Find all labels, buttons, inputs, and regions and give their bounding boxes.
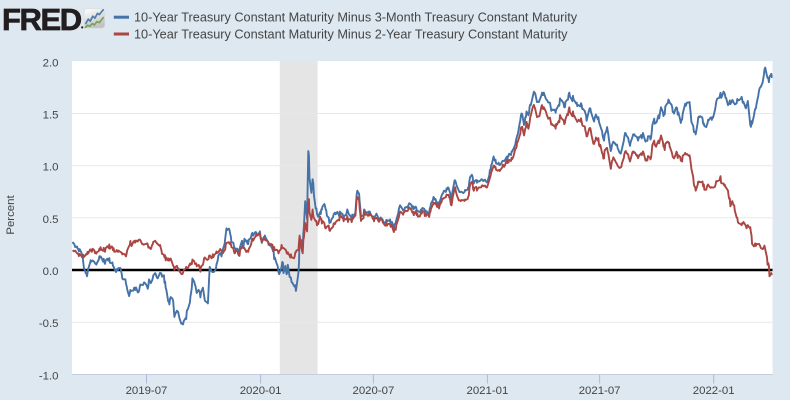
svg-text:0.5: 0.5 xyxy=(43,214,59,226)
svg-text:0.0: 0.0 xyxy=(43,266,59,278)
svg-text:2.0: 2.0 xyxy=(43,57,59,69)
svg-text:2021-07: 2021-07 xyxy=(579,385,621,397)
svg-text:-0.5: -0.5 xyxy=(39,318,59,330)
svg-text:1.5: 1.5 xyxy=(43,110,59,122)
svg-text:2022-01: 2022-01 xyxy=(693,385,735,397)
svg-text:2020-01: 2020-01 xyxy=(240,385,282,397)
svg-text:FRED: FRED xyxy=(2,2,82,37)
svg-text:10-Year Treasury Constant Matu: 10-Year Treasury Constant Maturity Minus… xyxy=(134,11,578,25)
svg-text:Percent: Percent xyxy=(5,195,17,235)
svg-text:2019-07: 2019-07 xyxy=(126,385,168,397)
svg-text:-1.0: -1.0 xyxy=(39,370,59,382)
svg-text:2021-01: 2021-01 xyxy=(466,385,508,397)
svg-text:10-Year Treasury Constant Matu: 10-Year Treasury Constant Maturity Minus… xyxy=(134,27,568,41)
svg-text:2020-07: 2020-07 xyxy=(352,385,394,397)
svg-text:1.0: 1.0 xyxy=(43,162,59,174)
